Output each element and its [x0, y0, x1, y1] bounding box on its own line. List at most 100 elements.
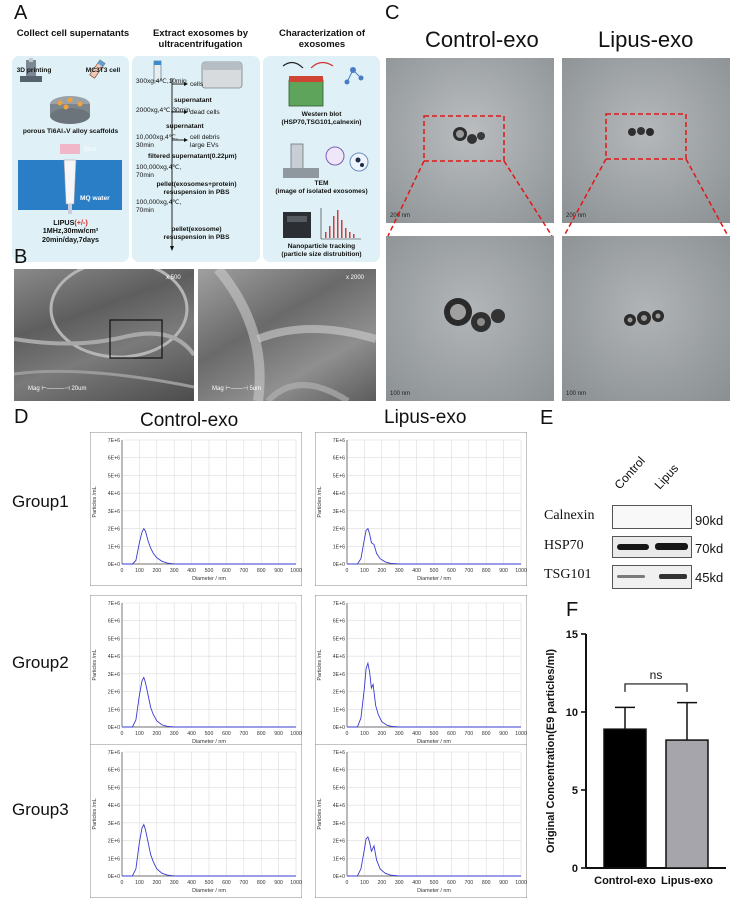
row-label-group1: Group1 [12, 492, 69, 511]
row-label-group3: Group3 [12, 800, 69, 819]
x-tick-label: 300 [395, 731, 404, 737]
x-tick-label: 800 [482, 731, 491, 737]
y-tick-label: 5 [572, 785, 578, 797]
band-size-45kd: 45kd [695, 570, 724, 585]
band-size-70kd: 70kd [695, 541, 724, 556]
x-tick-label: 700 [464, 880, 473, 886]
band-tsg101-control [617, 575, 645, 578]
y-tick-label: 3E+6 [108, 672, 120, 678]
lane-label-control: Control [611, 453, 648, 492]
tem-scale-top-right: 200 nm [566, 213, 587, 219]
x-tick-label: 700 [464, 731, 473, 737]
x-tick-label: 100 [360, 731, 369, 737]
nta-series-line [122, 823, 296, 877]
y-tick-label: 5E+6 [108, 636, 120, 642]
tem-image-lipus-bottom: 100 nm [562, 236, 730, 401]
nta-series-line [347, 661, 521, 728]
y-axis-label: Particles /mL [317, 649, 323, 680]
y-axis-label: Particles /mL [92, 798, 98, 829]
bar-lipus-exo [665, 739, 709, 869]
y-tick-label: 6E+6 [108, 619, 120, 625]
x-axis-label: Diameter / nm [192, 576, 226, 582]
x-tick-label: 200 [377, 731, 386, 737]
sem-texture-right [214, 269, 376, 401]
nta-chart-control-group1: 0 100 200 300 400 500 600 700 800 900 1000 0E+0 1E+6… [90, 432, 302, 586]
x-tick-label: 300 [170, 880, 179, 886]
tem-scale-bottom-right: 100 nm [566, 391, 587, 397]
x-tick-label: 1000 [515, 880, 527, 886]
step1-label: 300xg,4℃,10min [136, 78, 187, 85]
significance-bracket [624, 683, 688, 692]
band-name-hsp70: HSP70 [544, 538, 584, 553]
x-tick-label: 200 [152, 880, 161, 886]
sem-left-mag: x 500 [166, 275, 181, 281]
y-tick-label: 2E+6 [108, 839, 120, 845]
y-tick-label: 5E+6 [333, 473, 345, 479]
x-tick-label: 0 [121, 568, 124, 574]
lipus-sign: (+/-) [74, 218, 88, 227]
tem-method-label: TEM (image of isolated exosomes) [263, 180, 380, 195]
band-name-calnexin: Calnexin [544, 508, 595, 523]
y-tick-label: 4E+6 [108, 654, 120, 660]
x-tick-label: 800 [257, 880, 266, 886]
resusp2: resuspension in PBS [163, 233, 230, 241]
x-tick-label: 100 [360, 568, 369, 574]
nta-method-label: Nanoparticle tracking (particle size dist… [263, 243, 380, 258]
tem-particles-control-bottom [444, 298, 505, 332]
x-tick-label: 100 [360, 880, 369, 886]
y-tick-label: 7E+6 [108, 750, 120, 756]
x-tick-label: 100 [135, 880, 144, 886]
wb-title: Western blot [301, 111, 342, 118]
y-tick-label: 15 [566, 629, 578, 641]
x-tick-label: 700 [464, 568, 473, 574]
tem-particles-control-top [423, 115, 505, 162]
x-tick-label: 1000 [290, 731, 302, 737]
x-tick-label: 200 [377, 568, 386, 574]
x-tick-label: 300 [170, 568, 179, 574]
y-tick-label: 4E+6 [333, 491, 345, 497]
y-tick-label: 1E+6 [108, 856, 120, 862]
x-tick-label: 400 [412, 731, 421, 737]
y-tick-label: 6E+6 [333, 456, 345, 462]
y-tick-label: 4E+6 [333, 654, 345, 660]
x-axis-label: Diameter / nm [192, 888, 226, 894]
x-tick-label: 900 [274, 880, 283, 886]
sem-image-right: x 2000 Mag ⊢——⊣ 5um [198, 269, 376, 401]
y-tick-label: 5E+6 [108, 473, 120, 479]
x-tick-label: 500 [205, 568, 214, 574]
row-label-group2: Group2 [12, 653, 69, 672]
x-tick-label: 800 [482, 568, 491, 574]
y-tick-label: 2E+6 [108, 527, 120, 533]
y-tick-label: 7E+6 [333, 438, 345, 444]
y-tick-label: 6E+6 [333, 619, 345, 625]
tem-title: TEM [314, 180, 329, 187]
y-tick-label: 1E+6 [333, 544, 345, 550]
y-tick-label: 3E+6 [333, 821, 345, 827]
x-tick-label: 300 [170, 731, 179, 737]
tem-particles-lipus-bottom [624, 310, 664, 326]
x-tick-label: 400 [187, 880, 196, 886]
x-tick-label: 200 [152, 731, 161, 737]
nta-title: Nanoparticle tracking [287, 243, 356, 250]
x-tick-label: 100 [135, 731, 144, 737]
panel-a-col1-title: Collect cell supernatants [16, 28, 130, 39]
step5-label: 100,000xg,4℃, 70min [136, 199, 182, 214]
x-tick-label: 600 [447, 568, 456, 574]
lipus-time: 20min/day,7days [42, 234, 99, 244]
x-tick-label: 300 [395, 568, 404, 574]
x-tick-label: 500 [205, 731, 214, 737]
y-tick-label: 2E+6 [108, 690, 120, 696]
resusp1: resuspension in PBS [163, 188, 230, 196]
y-tick-label: 7E+6 [333, 601, 345, 607]
y-tick-label: 0E+0 [333, 874, 345, 880]
x-axis-label: Diameter / nm [417, 739, 451, 745]
band-hsp70-lipus [655, 543, 688, 550]
x-tick-label: 600 [222, 731, 231, 737]
out3a: cell debris [190, 134, 220, 141]
y-tick-label: 4E+6 [108, 803, 120, 809]
y-tick-label: 2E+6 [333, 839, 345, 845]
x-tick-label: 0 [121, 731, 124, 737]
x-tick-label: 500 [430, 568, 439, 574]
panel-a-col1-box [12, 56, 129, 262]
y-tick-label: 5E+6 [108, 785, 120, 791]
